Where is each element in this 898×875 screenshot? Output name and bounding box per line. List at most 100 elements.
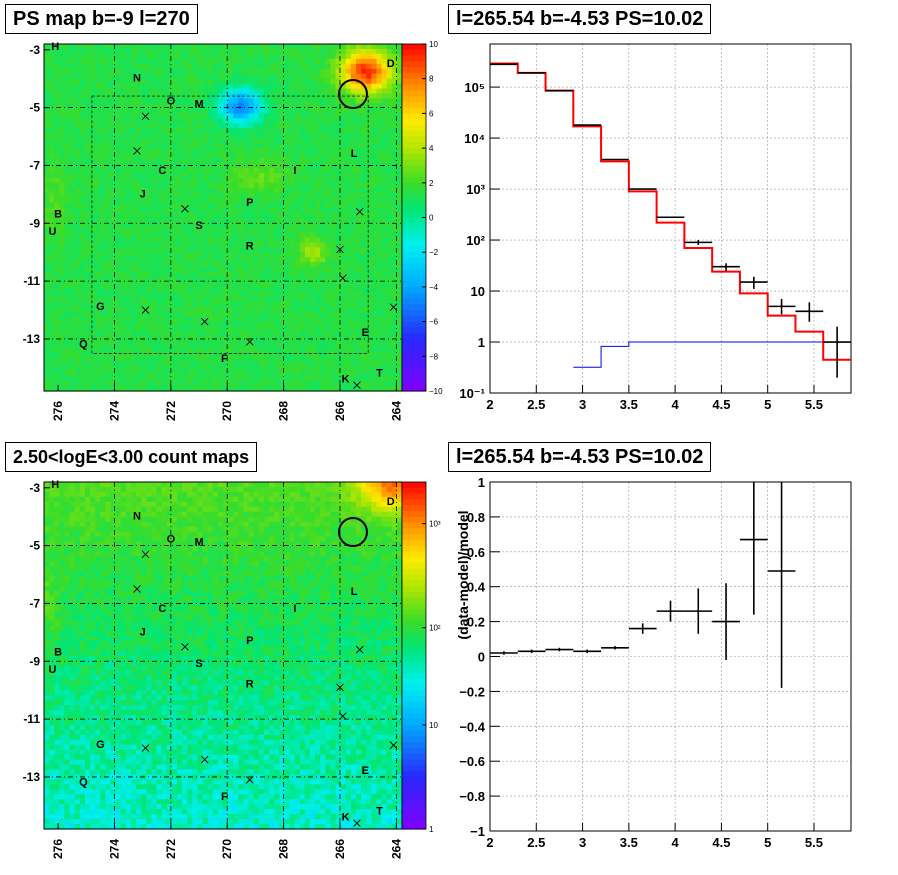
y-tick-label: 0.2 bbox=[467, 615, 485, 630]
colorbar-label: −10 bbox=[429, 387, 443, 396]
colorbar-label: 0 bbox=[429, 214, 434, 223]
source-label-s: S bbox=[195, 220, 202, 232]
source-label-k: K bbox=[342, 373, 350, 385]
residual-plot: 2 2.5 3 3.5 4 4.5 5 5.5 −1 −0.8 −0.6 −0.4 −0.2 0 0.2 0.… bbox=[455, 475, 852, 850]
source-label-p: P bbox=[246, 635, 253, 647]
source-marker bbox=[353, 381, 361, 390]
y-tick-label: -7 bbox=[29, 596, 40, 610]
source-marker bbox=[141, 306, 150, 314]
y-tick-label: -3 bbox=[29, 43, 40, 57]
ps-colorbar: 10 8 6 4 2 0 −2 −4 −6 −8 −10 bbox=[401, 40, 443, 396]
colorbar-label: −4 bbox=[429, 283, 439, 292]
x-tick-label: 4.5 bbox=[712, 397, 730, 412]
y-tick-label: -5 bbox=[29, 539, 40, 553]
source-label-q: Q bbox=[79, 777, 88, 789]
x-tick-label: 272 bbox=[164, 401, 178, 421]
source-label-k: K bbox=[342, 811, 350, 823]
residual-y-axis-label: (data-model)/model bbox=[455, 510, 471, 639]
colorbar-label: 10³ bbox=[429, 520, 441, 529]
source-marker bbox=[133, 147, 141, 155]
source-label-p: P bbox=[246, 197, 253, 209]
source-marker bbox=[181, 643, 189, 651]
x-tick-label: 5 bbox=[764, 835, 771, 850]
source-label-g: G bbox=[96, 301, 105, 313]
y-tick-label: -3 bbox=[29, 481, 40, 495]
x-tick-label: 3 bbox=[579, 835, 586, 850]
source-marker bbox=[353, 819, 361, 828]
source-label-d: D bbox=[387, 58, 395, 70]
y-tick-label: 10² bbox=[466, 233, 485, 248]
source-marker bbox=[336, 245, 344, 254]
ps-map: N O M L I CJ P BU S R G E Q F K T D H 276 274 272 270 268 266 26… bbox=[23, 41, 404, 421]
source-label-f: F bbox=[221, 791, 228, 803]
source-label-o: O bbox=[167, 96, 176, 108]
source-label-i: I bbox=[293, 603, 296, 615]
source-label-c: C bbox=[158, 165, 166, 177]
spectrum-plot: 2 2.5 3 3.5 4 4.5 5 5.5 10⁻¹ 1 10 10² 10³ 10⁴ 10⁵ bbox=[459, 43, 852, 412]
y-tick-label: 10³ bbox=[466, 182, 485, 197]
x-tick-label: 264 bbox=[389, 839, 403, 859]
source-label-r: R bbox=[246, 240, 254, 252]
source-marker bbox=[355, 645, 364, 654]
spectrum-top-title: l=265.54 b=-4.53 PS=10.02 bbox=[448, 4, 712, 34]
x-tick-label: 266 bbox=[333, 401, 347, 421]
y-tick-label: -11 bbox=[23, 274, 40, 288]
source-label-s: S bbox=[195, 658, 202, 670]
source-label-n: N bbox=[133, 73, 141, 85]
source-marker bbox=[389, 303, 398, 311]
x-tick-label: 270 bbox=[220, 401, 234, 421]
colorbar-label: −2 bbox=[429, 248, 439, 257]
colorbar-label: 10 bbox=[429, 40, 438, 49]
colorbar-label: −8 bbox=[429, 352, 439, 361]
source-label-q: Q bbox=[79, 339, 88, 351]
source-marker bbox=[141, 112, 150, 121]
x-tick-label: 272 bbox=[164, 839, 178, 859]
source-marker bbox=[181, 205, 189, 213]
y-tick-label: -5 bbox=[29, 101, 40, 115]
y-tick-label: −0.6 bbox=[459, 754, 485, 769]
x-tick-label: 5 bbox=[764, 397, 771, 412]
source-marker bbox=[245, 338, 254, 346]
y-tick-label: 1 bbox=[478, 335, 485, 350]
x-tick-label: 2.5 bbox=[527, 397, 545, 412]
x-tick-label: 5.5 bbox=[805, 397, 823, 412]
source-label-u: U bbox=[48, 226, 56, 238]
source-label-b: B bbox=[54, 647, 62, 659]
colorbar-label: 1 bbox=[429, 825, 434, 834]
source-marker bbox=[338, 274, 347, 283]
y-tick-label: -9 bbox=[29, 216, 40, 230]
y-tick-label: 1 bbox=[478, 475, 485, 490]
x-tick-label: 264 bbox=[389, 401, 403, 421]
x-tick-label: 2 bbox=[486, 397, 493, 412]
colorbar-label: 6 bbox=[429, 109, 434, 118]
candidate-circle bbox=[337, 79, 368, 110]
y-tick-label: -7 bbox=[29, 158, 40, 172]
x-tick-label: 268 bbox=[277, 401, 291, 421]
source-marker bbox=[133, 585, 141, 593]
x-tick-label: 2.5 bbox=[527, 835, 545, 850]
y-tick-label: −0.2 bbox=[459, 684, 485, 699]
x-tick-label: 3 bbox=[579, 397, 586, 412]
source-label-i: I bbox=[293, 165, 296, 177]
y-tick-label: −1 bbox=[470, 824, 485, 839]
source-label-m: M bbox=[194, 537, 203, 549]
source-marker bbox=[338, 712, 347, 721]
count-colorbar: 10³ 10² 10 1 bbox=[401, 481, 441, 834]
source-marker bbox=[200, 317, 209, 326]
source-label-e: E bbox=[362, 765, 369, 777]
y-tick-label: -13 bbox=[23, 332, 41, 346]
y-tick-label: -9 bbox=[29, 654, 40, 668]
x-tick-label: 274 bbox=[107, 839, 121, 859]
colorbar-label: 10² bbox=[429, 624, 441, 633]
x-tick-label: 3.5 bbox=[620, 397, 638, 412]
x-tick-label: 268 bbox=[277, 839, 291, 859]
roi-box bbox=[91, 95, 369, 354]
source-component-line bbox=[573, 341, 851, 368]
x-tick-label: 266 bbox=[333, 839, 347, 859]
source-marker bbox=[336, 683, 344, 692]
colorbar-label: 8 bbox=[429, 75, 434, 84]
x-tick-label: 276 bbox=[51, 401, 65, 421]
colorbar-frame bbox=[401, 481, 427, 830]
map-top-title: PS map b=-9 l=270 bbox=[5, 4, 198, 34]
